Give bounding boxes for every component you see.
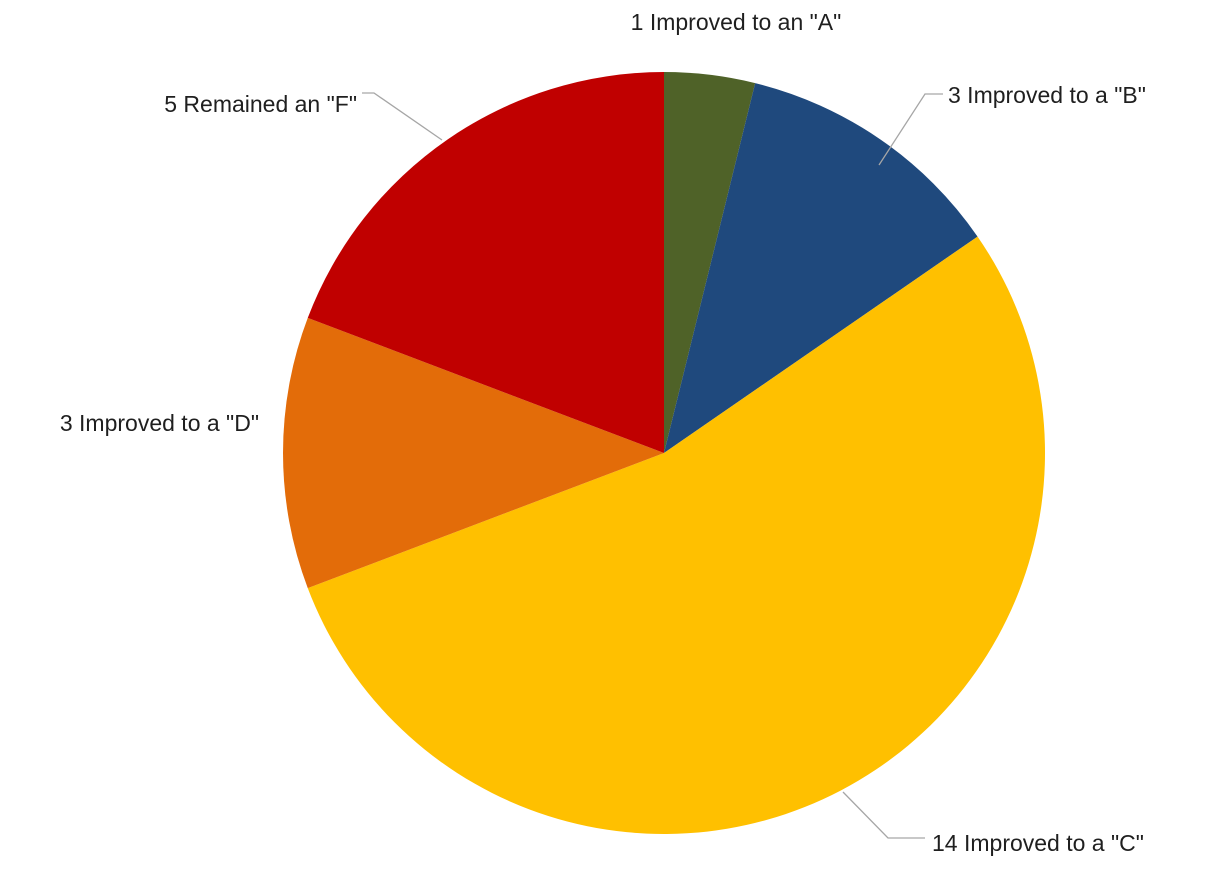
data-label-d: 3 Improved to a "D" [60,410,259,436]
data-label-c: 14 Improved to a "C" [932,830,1144,856]
pie-slice-a [664,72,756,453]
leader-lines [362,92,943,839]
data-label-f: 5 Remained an "F" [164,91,357,117]
pie-slice-d [283,317,664,589]
data-label-b: 3 Improved to a "B" [948,82,1146,108]
pie-slice-b [664,83,978,453]
leader-line-b [878,93,943,166]
pie-slice-f [307,71,664,453]
data-label-a: 1 Improved to an "A" [631,9,842,35]
leader-line-c [842,791,925,839]
pie-slices [283,71,1046,835]
leader-line-f [362,92,443,141]
pie-slice-c [307,236,1046,835]
data-labels: 1 Improved to an "A" 3 Improved to a "B"… [60,9,1146,856]
